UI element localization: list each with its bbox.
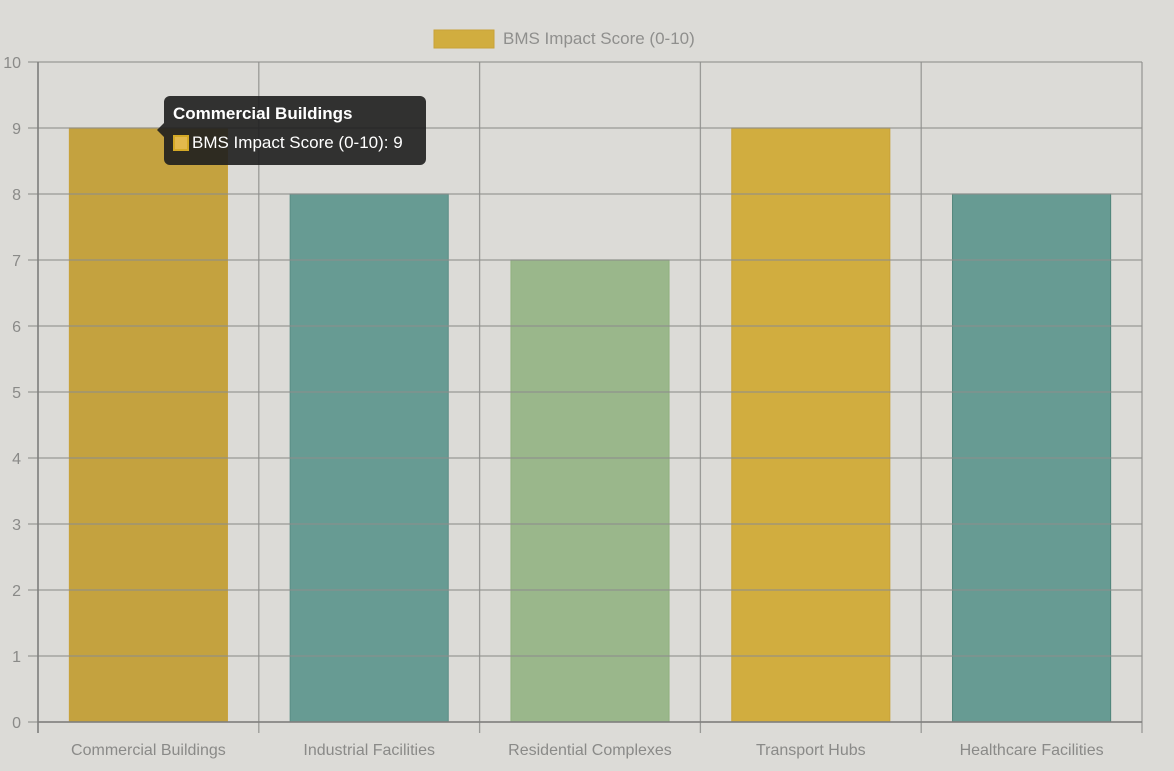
y-tick-label: 9 [12,121,21,138]
x-tick-label: Residential Complexes [508,742,672,759]
y-tick-label: 0 [12,715,21,732]
tooltip-title: Commercial Buildings [173,104,353,123]
tooltip-body: BMS Impact Score (0-10): 9 [173,133,417,153]
axes [37,62,1142,733]
y-tick-label: 7 [12,253,21,270]
x-axis-ticks: Commercial Buildings Industrial Facilitie… [71,742,1104,759]
y-tick-label: 8 [12,187,21,204]
tooltip: Commercial Buildings BMS Impact Score (0… [157,96,426,165]
tooltip-color-swatch [173,135,189,151]
legend-label[interactable]: BMS Impact Score (0-10) [503,29,695,48]
y-tick-label: 3 [12,517,21,534]
x-tick-label: Healthcare Facilities [960,742,1104,759]
x-tick-label: Industrial Facilities [303,742,435,759]
y-tick-label: 6 [12,319,21,336]
tooltip-label: BMS Impact Score (0-10): 9 [192,133,403,152]
y-axis-ticks: 0 1 2 3 4 5 6 7 8 9 10 [3,55,21,732]
legend[interactable]: BMS Impact Score (0-10) [433,29,695,49]
y-tick-label: 4 [12,451,21,468]
bar-residential-complexes[interactable] [510,259,670,723]
legend-swatch[interactable] [433,29,495,49]
bar-transport-hubs[interactable] [731,127,891,723]
x-tick-label: Transport Hubs [756,742,866,759]
y-tick-label: 2 [12,583,21,600]
y-tick-label: 1 [12,649,21,666]
bars [68,127,1112,723]
y-tick-label: 5 [12,385,21,402]
bar-commercial-buildings[interactable] [68,127,228,723]
y-tick-label: 10 [3,55,21,72]
x-tick-label: Commercial Buildings [71,742,226,759]
